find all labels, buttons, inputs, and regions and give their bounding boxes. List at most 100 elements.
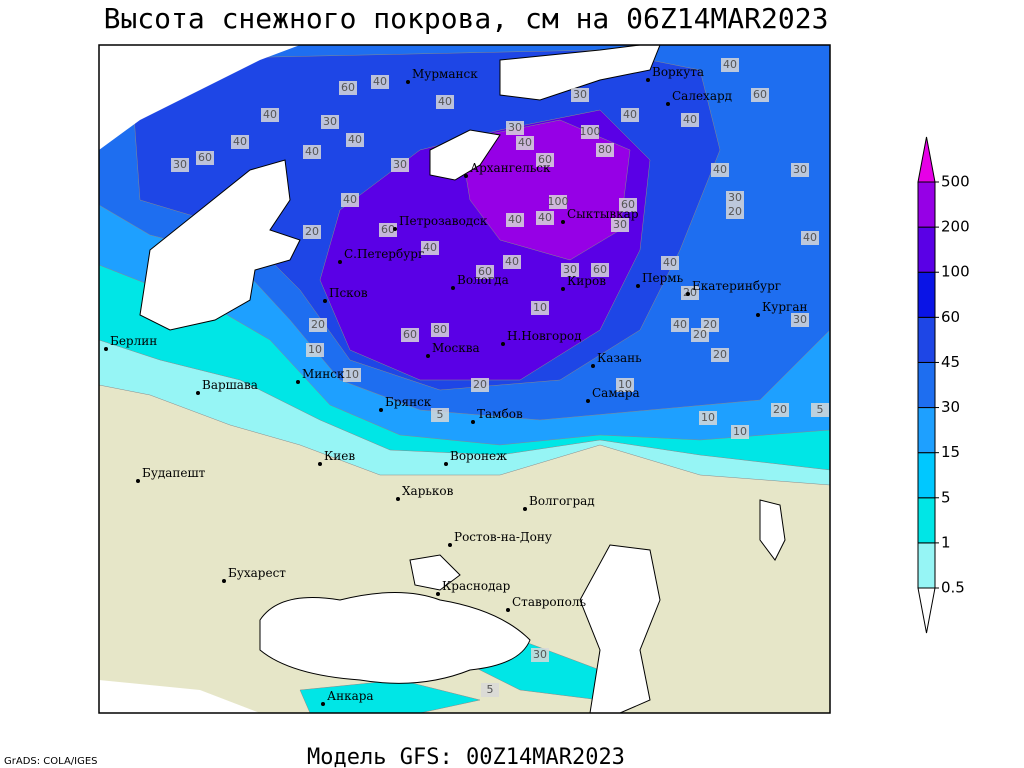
colorbar-segment bbox=[917, 542, 936, 589]
contour-label-bg bbox=[196, 151, 214, 165]
contour-label: 20 bbox=[713, 348, 727, 361]
contour-label: 30 bbox=[728, 191, 742, 204]
contour-label: 60 bbox=[198, 151, 212, 164]
contour-label-bg bbox=[303, 225, 321, 239]
snow-shading bbox=[99, 45, 830, 713]
map-title: Высота снежного покрова, см на 06Z14MAR2… bbox=[104, 2, 829, 35]
city-dot bbox=[591, 364, 595, 368]
city-dot bbox=[406, 80, 410, 84]
contour-label: 30 bbox=[793, 313, 807, 326]
city-label: Бухарест bbox=[228, 566, 286, 580]
contour-label: 40 bbox=[803, 231, 817, 244]
contour-label: 40 bbox=[623, 108, 637, 121]
contour-label-bg bbox=[371, 75, 389, 89]
city-dot bbox=[471, 420, 475, 424]
cities: Мурманск Воркута Салехард Архангельск Петроз… bbox=[104, 65, 807, 706]
colorbar-max bbox=[917, 136, 936, 183]
city-label: Тамбов bbox=[477, 407, 523, 421]
colorbar-label: 0.5 bbox=[941, 579, 965, 597]
contour-label-bg bbox=[711, 163, 729, 177]
city-label: Архангельск bbox=[470, 161, 551, 175]
contour-label-bg bbox=[711, 348, 729, 362]
contour-label: 5 bbox=[437, 408, 444, 421]
contour-label-bg bbox=[801, 231, 819, 245]
contour-label-bg bbox=[691, 328, 709, 342]
city-label: С.Петербург bbox=[344, 247, 424, 261]
contour-label-bg bbox=[791, 313, 809, 327]
colorbar-segment bbox=[917, 226, 936, 273]
contour-label: 100 bbox=[580, 125, 601, 138]
contour-label-bg bbox=[431, 323, 449, 337]
contour-label: 60 bbox=[538, 153, 552, 166]
contour-label-bg bbox=[516, 136, 534, 150]
contour-label: 30 bbox=[563, 263, 577, 276]
city-dot bbox=[561, 220, 565, 224]
colorbar-segment bbox=[917, 361, 936, 409]
contour-label: 20 bbox=[305, 225, 319, 238]
contour-label-bg bbox=[401, 328, 419, 342]
city-dot bbox=[451, 286, 455, 290]
contour-label-bg bbox=[471, 378, 489, 392]
city-label: Будапешт bbox=[142, 466, 206, 480]
map-frame bbox=[98, 44, 831, 714]
contour-label-bg bbox=[751, 88, 769, 102]
contour-label: 80 bbox=[598, 143, 612, 156]
contour-label-bg bbox=[671, 318, 689, 332]
city-dot bbox=[636, 284, 640, 288]
contour-label-bg bbox=[503, 255, 521, 269]
contour-label-bg bbox=[506, 121, 524, 135]
contour-label-bg bbox=[619, 198, 637, 212]
city-dot bbox=[523, 507, 527, 511]
caspian-sea bbox=[579, 544, 661, 713]
city-dot bbox=[222, 579, 226, 583]
colorbar-label: 30 bbox=[941, 398, 960, 416]
contour-label: 20 bbox=[311, 318, 325, 331]
contour-label: 30 bbox=[613, 218, 627, 231]
contour-label-bg bbox=[561, 263, 579, 277]
contour-label-bg bbox=[681, 286, 699, 300]
contour-label-bg bbox=[571, 88, 589, 102]
city-dot bbox=[436, 592, 440, 596]
contour-label: 10 bbox=[345, 368, 359, 381]
city-dot bbox=[323, 299, 327, 303]
contour-label-bg bbox=[343, 368, 361, 382]
contour-label: 5 bbox=[487, 683, 494, 696]
city-label: Воркута bbox=[652, 65, 704, 79]
contour-label-bg bbox=[616, 378, 634, 392]
contour-label: 30 bbox=[173, 158, 187, 171]
city-dot bbox=[379, 408, 383, 412]
city-dot bbox=[448, 543, 452, 547]
contour-label-bg bbox=[346, 133, 364, 147]
contour-label-bg bbox=[721, 58, 739, 72]
colorbar-label: 15 bbox=[941, 443, 960, 461]
contour-label: 10 bbox=[533, 301, 547, 314]
colorbar-min bbox=[917, 587, 936, 634]
contour-label-bg bbox=[391, 158, 409, 172]
contour-label-bg bbox=[699, 411, 717, 425]
city-dot bbox=[686, 292, 690, 296]
contour-label-bg bbox=[261, 108, 279, 122]
contour-label: 40 bbox=[373, 75, 387, 88]
contour-label-bg bbox=[661, 256, 679, 270]
colorbar-segment bbox=[917, 452, 936, 499]
contour-label: 60 bbox=[621, 198, 635, 211]
barents-sea bbox=[499, 45, 661, 101]
contour-label: 40 bbox=[518, 136, 532, 149]
contour-label: 40 bbox=[343, 193, 357, 206]
contour-label: 40 bbox=[233, 135, 247, 148]
azov-sea bbox=[409, 554, 461, 591]
contour-label: 40 bbox=[713, 163, 727, 176]
black-sea bbox=[259, 592, 531, 684]
contour-label: 20 bbox=[703, 318, 717, 331]
city-label: Псков bbox=[329, 286, 368, 300]
contour-label-bg bbox=[581, 125, 599, 139]
contour-label: 40 bbox=[438, 95, 452, 108]
colorbar-segment bbox=[917, 407, 936, 454]
colorbar-label: 500 bbox=[941, 173, 970, 191]
city-label: Брянск bbox=[385, 395, 432, 409]
contour-label-bg bbox=[421, 241, 439, 255]
contour-label-bg bbox=[681, 113, 699, 127]
city-dot bbox=[136, 479, 140, 483]
